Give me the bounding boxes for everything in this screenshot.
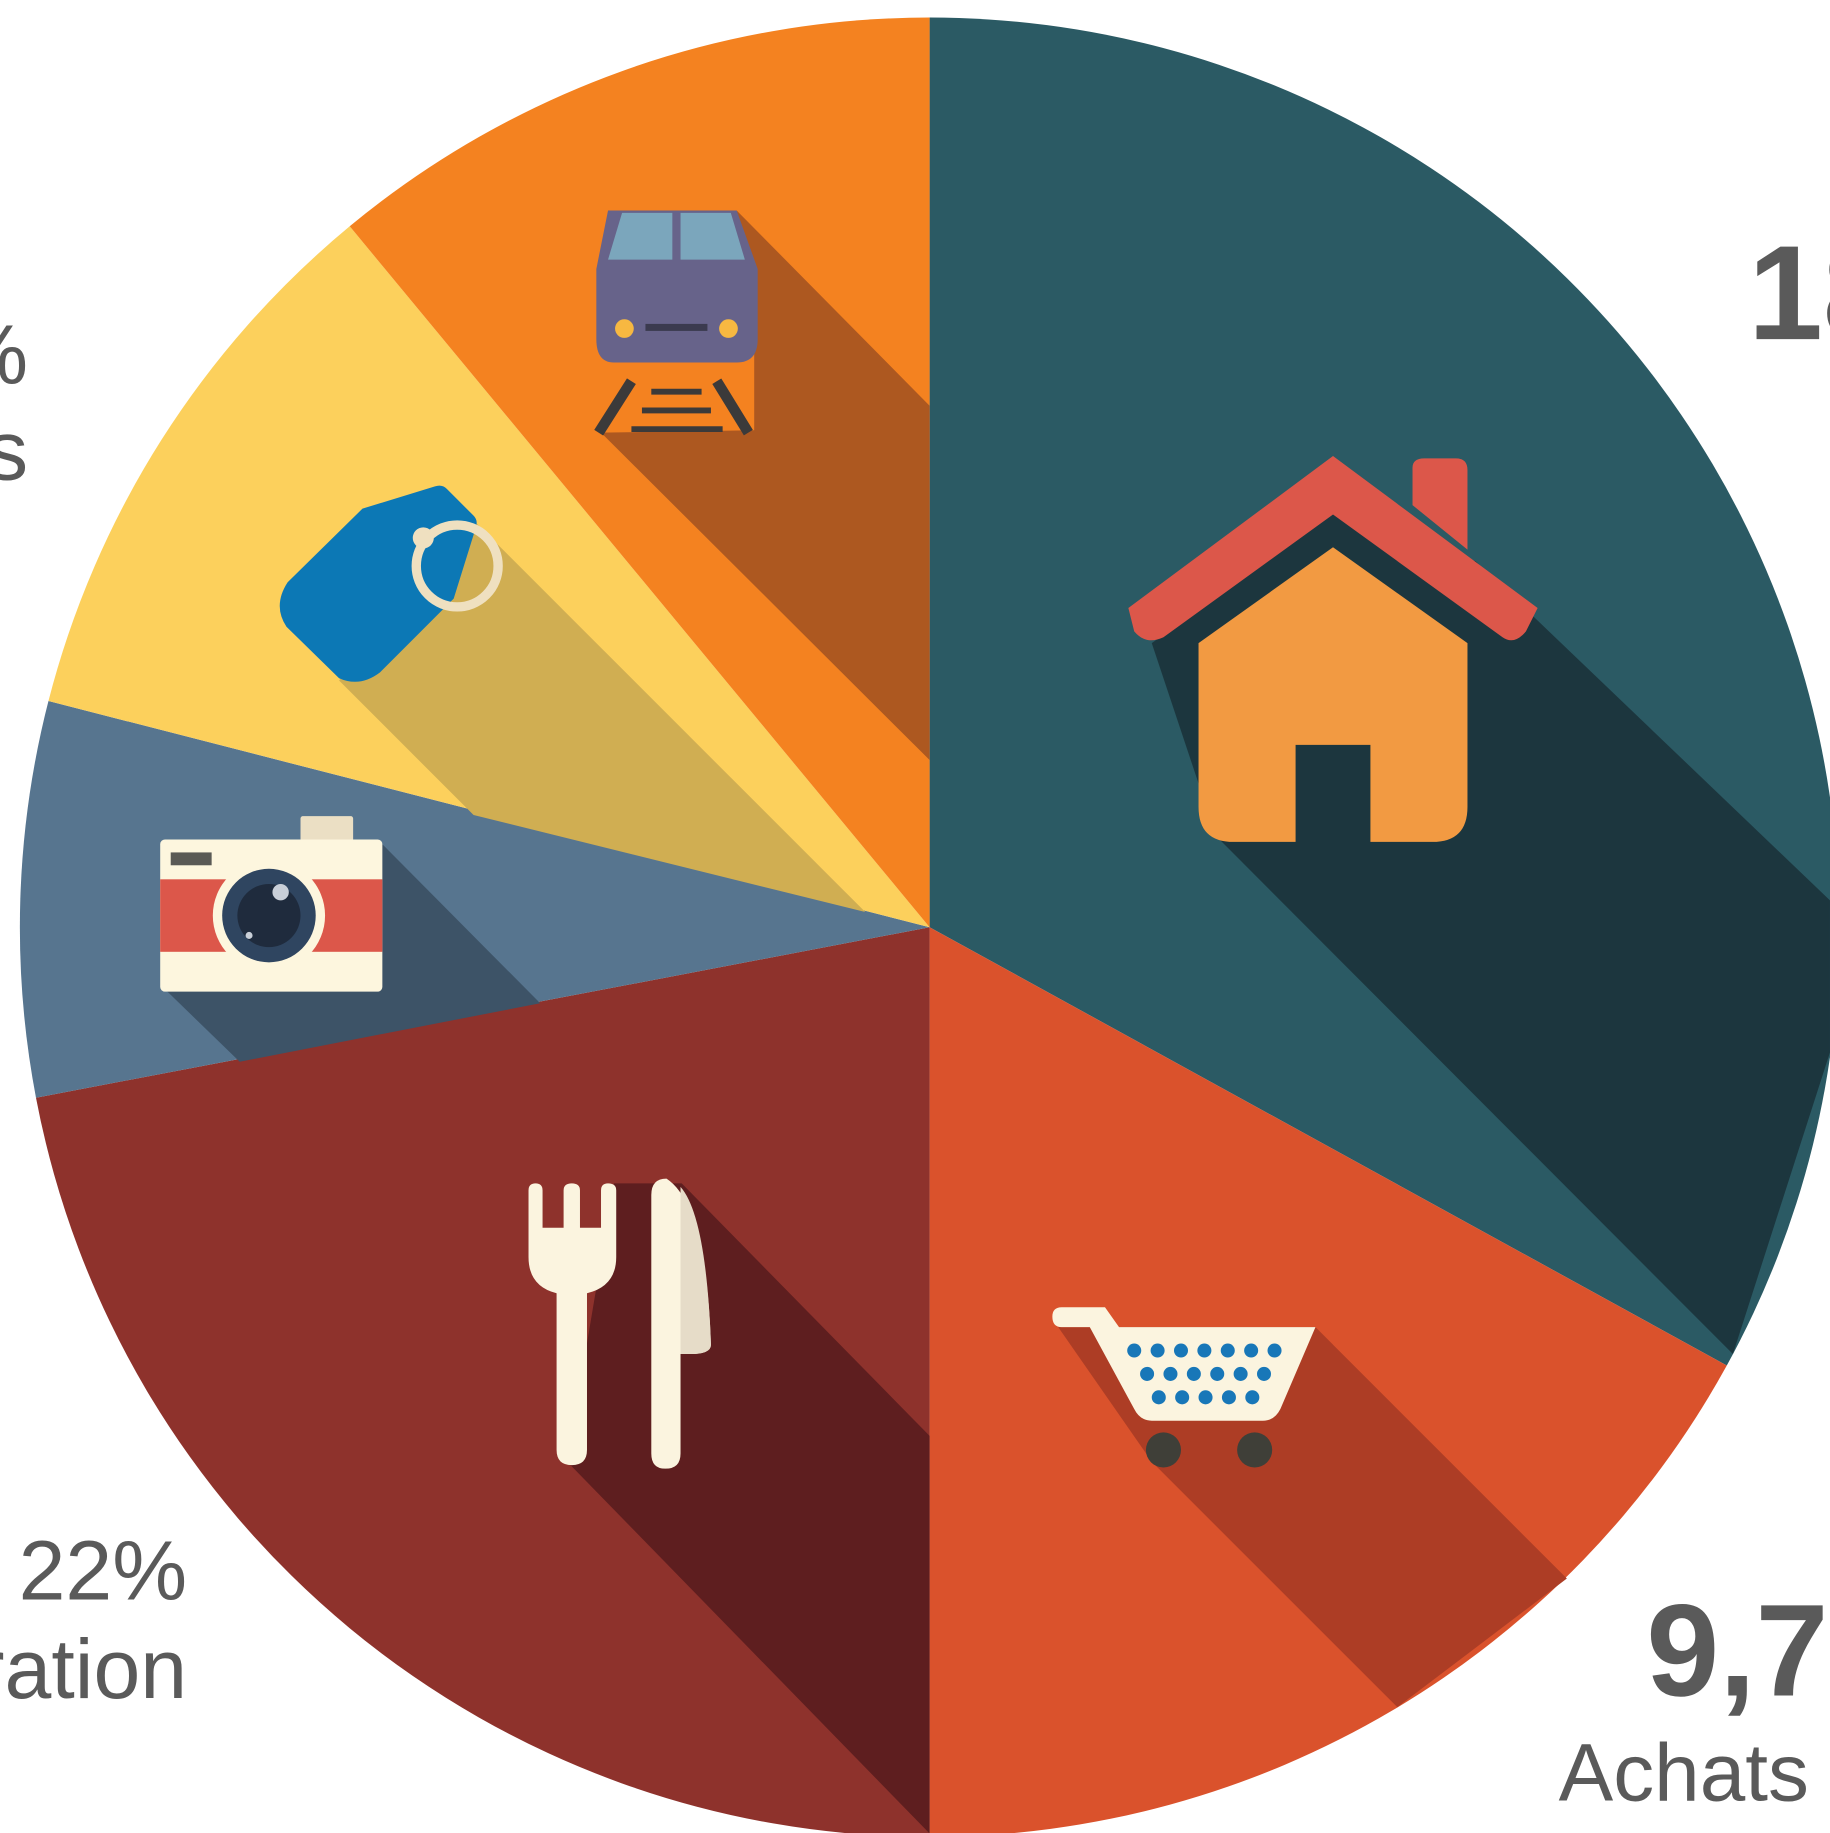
icon-shadow — [601, 210, 930, 761]
cart-dot — [1197, 1343, 1212, 1358]
pie-slice — [349, 17, 930, 928]
cart-dot — [1221, 1390, 1236, 1405]
camera-icon — [160, 816, 383, 992]
cart-dot — [1163, 1366, 1178, 1381]
cart-dot — [1244, 1343, 1259, 1358]
category-label: Achats — [1559, 1728, 1809, 1819]
train-icon — [594, 210, 758, 436]
cart-dot — [1210, 1366, 1225, 1381]
value-label: / 22% — [0, 1524, 187, 1618]
cart-dot — [1220, 1343, 1235, 1358]
icons — [160, 210, 1830, 1833]
category-label: ration — [0, 1622, 187, 1716]
icon-shadow — [339, 520, 866, 913]
tag-icon — [279, 485, 503, 682]
icon-shadow — [1058, 1327, 1567, 1708]
pie-slice — [35, 927, 930, 1833]
labels: 18 9,7 Achats / 22% ration % s — [0, 218, 1830, 1819]
cart-dot — [1245, 1390, 1260, 1405]
cart-dot — [1140, 1366, 1155, 1381]
cart-dot — [1267, 1343, 1282, 1358]
value-label: % — [0, 308, 28, 402]
cart-dot — [1151, 1390, 1166, 1405]
cart-dot — [1198, 1390, 1213, 1405]
cart-dot — [1127, 1343, 1142, 1358]
cart-icon — [1052, 1307, 1316, 1468]
category-label: s — [0, 403, 28, 497]
chart-body: 18 9,7 Achats / 22% ration % s — [0, 17, 1830, 1833]
cart-dot — [1150, 1343, 1165, 1358]
value-label: 18 — [1748, 218, 1830, 368]
cart-dot — [1256, 1366, 1272, 1381]
cart-dot — [1233, 1366, 1248, 1381]
cart-dot — [1175, 1390, 1190, 1405]
cart-dot — [1173, 1343, 1189, 1358]
value-label: 9,7 — [1646, 1576, 1828, 1723]
cart-dot — [1186, 1366, 1201, 1381]
cutlery-icon — [528, 1178, 711, 1469]
house-icon — [1128, 456, 1538, 842]
